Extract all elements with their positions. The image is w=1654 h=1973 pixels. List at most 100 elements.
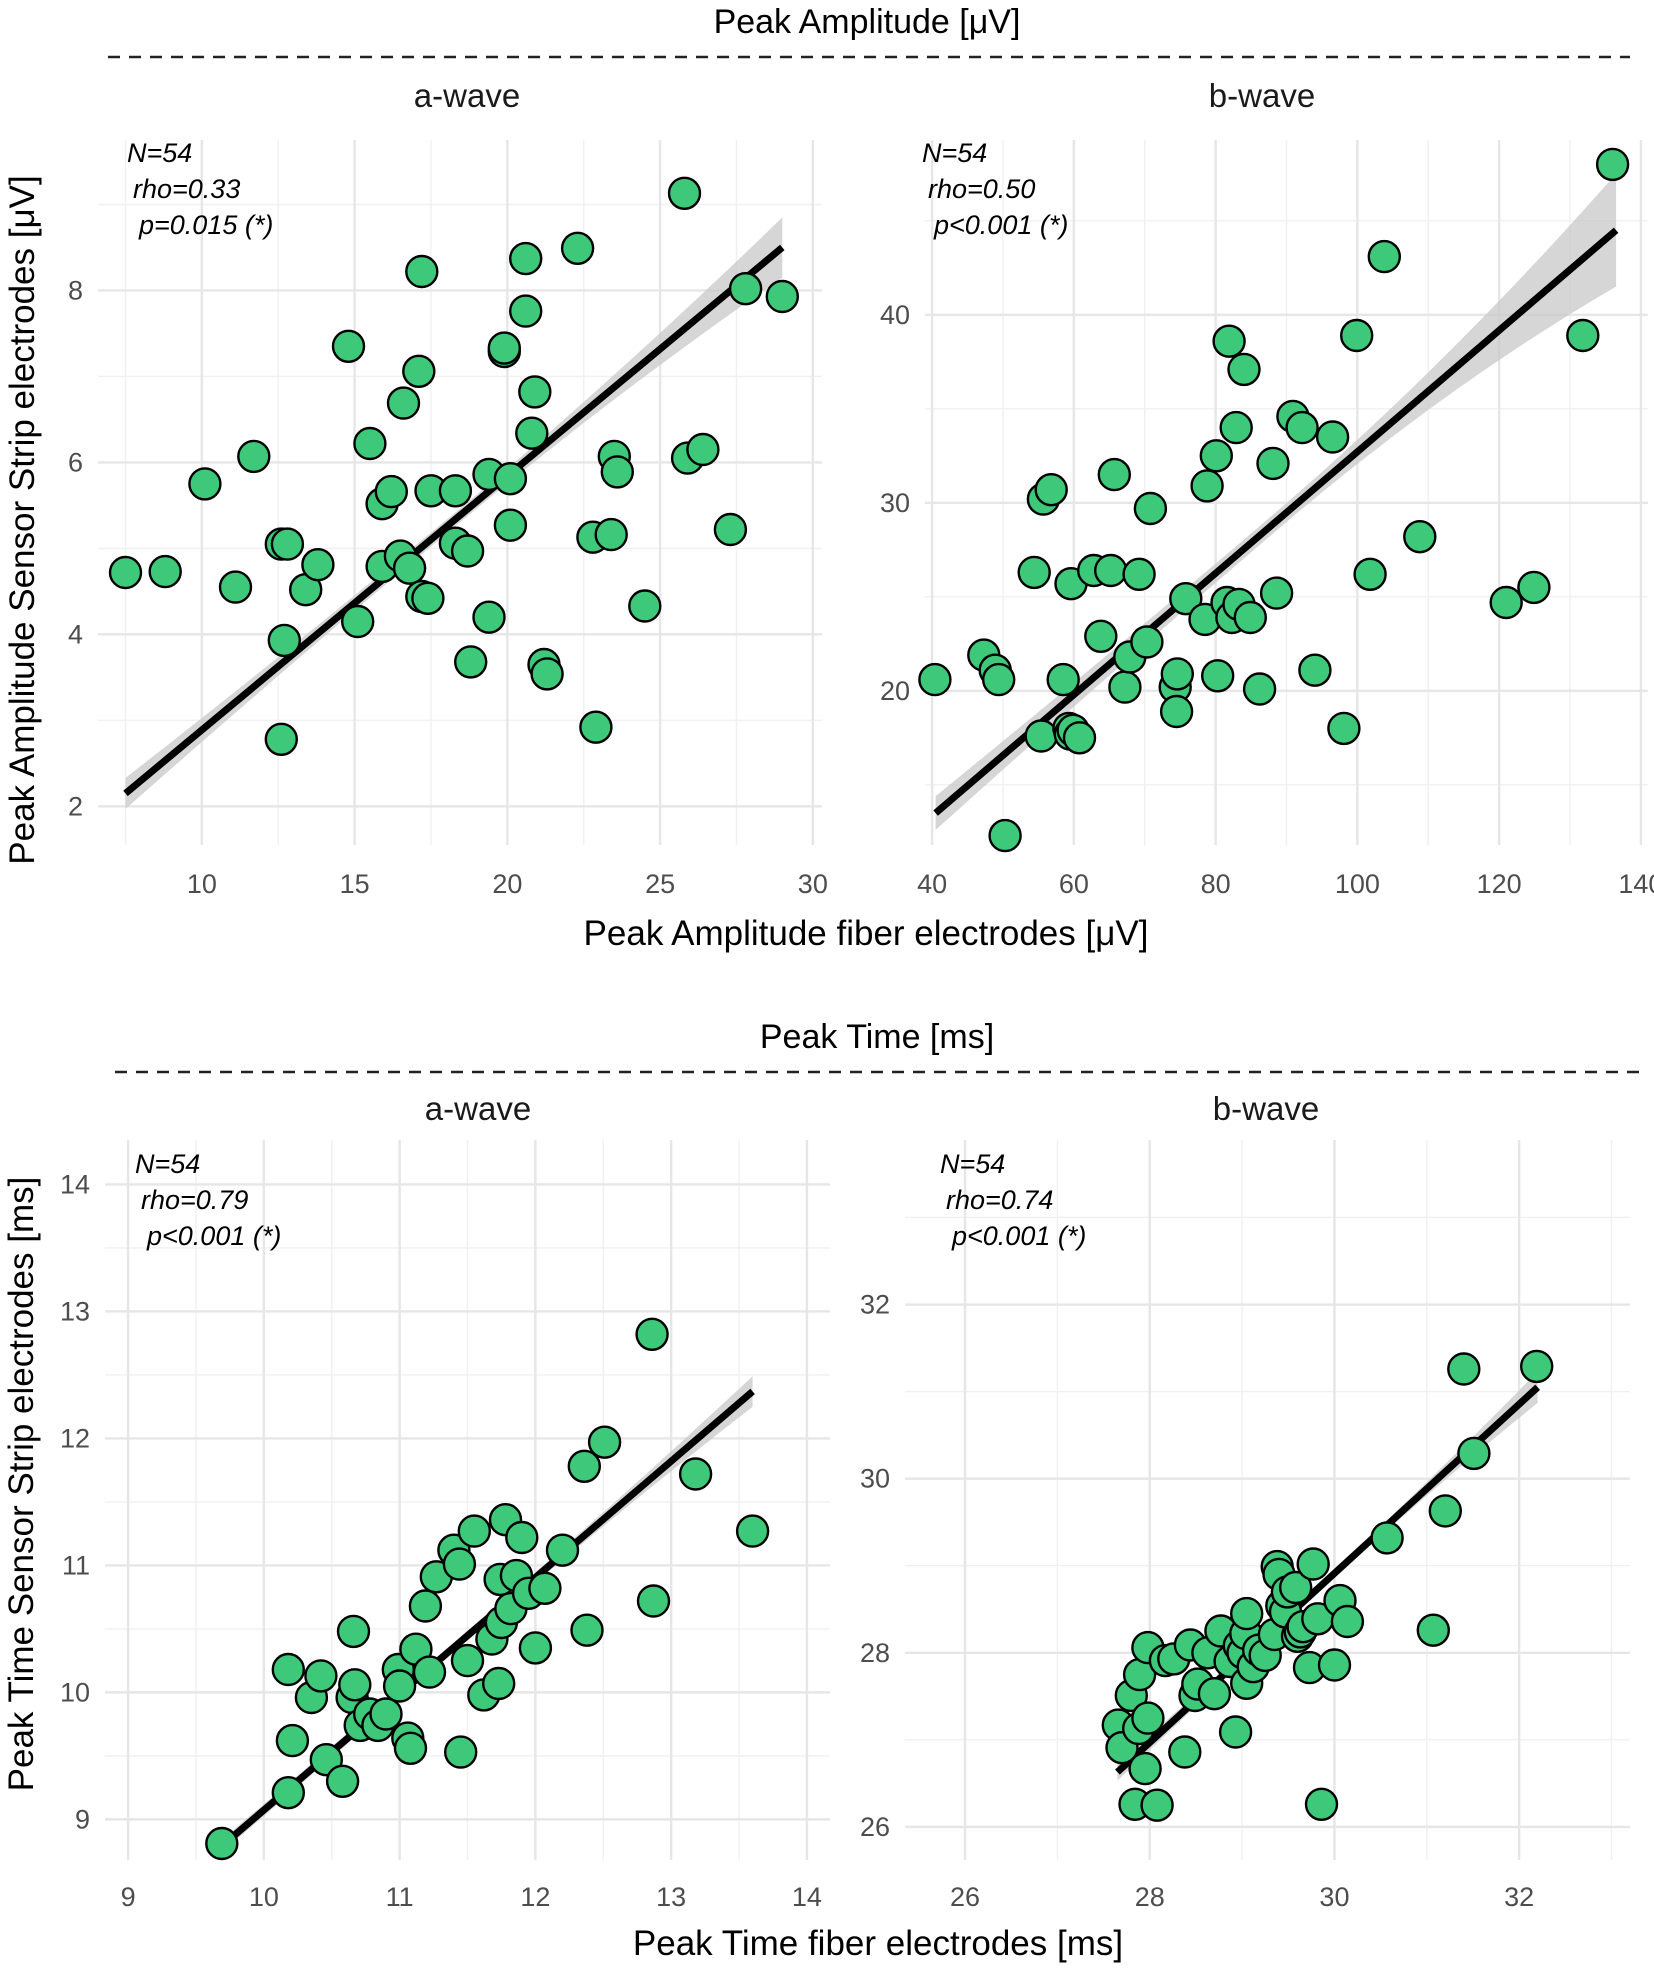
data-point [678, 1457, 713, 1491]
stat-label: rho=0.33 [133, 174, 240, 204]
data-point [1447, 1352, 1481, 1386]
y-tick-label: 30 [860, 1464, 890, 1494]
data-point [1219, 410, 1253, 445]
data-point [1256, 446, 1290, 481]
stat-label: N=54 [922, 138, 987, 168]
data-point [570, 1613, 604, 1647]
data-point [635, 1317, 669, 1352]
data-point [1242, 672, 1277, 706]
y-tick-label: 26 [860, 1812, 890, 1842]
panel-title: b-wave [1209, 77, 1315, 114]
x-tick-label: 40 [917, 869, 947, 899]
data-point [1108, 670, 1142, 704]
data-point [988, 818, 1022, 853]
stat-label: p=0.015 (*) [138, 210, 273, 240]
data-point [1159, 694, 1194, 729]
data-point [1130, 625, 1164, 659]
y-tick-label: 28 [860, 1638, 890, 1668]
data-point [304, 1659, 338, 1693]
data-point [108, 555, 143, 590]
y-tick-label: 30 [880, 488, 910, 518]
data-point [518, 375, 552, 409]
data-point [1197, 1676, 1232, 1711]
y-tick-label: 8 [68, 275, 83, 305]
x-tick-label: 10 [249, 1882, 279, 1912]
data-point [1229, 1596, 1264, 1631]
data-point [267, 623, 301, 658]
data-point [509, 241, 543, 276]
data-point [341, 604, 375, 639]
x-tick-label: 14 [792, 1882, 822, 1912]
data-point [450, 534, 485, 568]
x-tick-label: 13 [656, 1882, 686, 1912]
x-tick-label: 140 [1618, 869, 1654, 899]
data-point [1304, 1787, 1339, 1822]
panel-time-a-wave: 9 10 11 12 13 14 9 10 11 12 13 14 a-wave N=54 rho=0.79… [60, 1090, 830, 1912]
data-point [271, 1652, 305, 1687]
data-point [487, 331, 521, 365]
data-point [1024, 719, 1058, 753]
x-tick-label: 11 [386, 1882, 414, 1912]
panel-time-b-wave: 26 28 30 32 26 28 30 32 b-wave N=54 rho=0.74 p<0.00… [860, 1090, 1630, 1912]
data-point [1403, 520, 1437, 554]
x-tick-label: 9 [121, 1882, 136, 1912]
data-point [275, 1723, 310, 1758]
data-point [1128, 1751, 1162, 1786]
y-tick-label: 13 [60, 1296, 90, 1326]
data-point [405, 254, 439, 289]
data-point [374, 474, 408, 509]
data-point [393, 1731, 428, 1766]
data-point [528, 1571, 562, 1606]
data-point [628, 589, 662, 623]
data-point [1315, 420, 1350, 454]
data-point [1200, 659, 1235, 693]
data-point [1327, 711, 1361, 746]
stat-label: p<0.001 (*) [146, 1221, 281, 1251]
data-point [301, 548, 335, 582]
data-point [918, 662, 952, 697]
data-point [336, 1614, 371, 1649]
data-point [1062, 721, 1097, 755]
x-tick-label: 20 [492, 869, 522, 899]
x-tick-label: 30 [798, 869, 828, 899]
stat-label: rho=0.74 [946, 1185, 1053, 1215]
amp-x-axis-title: Peak Amplitude fiber electrodes [μV] [584, 914, 1149, 953]
data-point [412, 1655, 447, 1689]
stat-label: N=54 [127, 138, 192, 168]
data-point [1017, 555, 1051, 590]
panel-title: a-wave [414, 77, 520, 114]
stat-label: N=54 [135, 1149, 200, 1179]
data-point [438, 474, 473, 508]
data-point [408, 1589, 443, 1623]
data-point [1133, 491, 1168, 526]
data-point [444, 1735, 478, 1769]
data-point [353, 426, 387, 461]
data-point [1259, 576, 1294, 610]
data-point [1298, 653, 1332, 687]
panel-amplitude-a-wave: 10 15 20 25 30 2 4 6 8 a-wave N=54 rho=0.33 p=0.015 … [68, 77, 828, 899]
data-point [1140, 1788, 1174, 1822]
data-point [1457, 1436, 1491, 1471]
data-point [1428, 1494, 1463, 1528]
data-point [1122, 557, 1156, 591]
data-point [1212, 324, 1246, 358]
regression-line [123, 244, 785, 797]
data-point [509, 294, 543, 328]
y-tick-label: 6 [68, 447, 83, 477]
data-point [1199, 439, 1234, 473]
data-point [1278, 1570, 1313, 1605]
data-point [411, 581, 445, 615]
data-point [560, 231, 595, 266]
data-point [579, 710, 613, 744]
data-point [1169, 582, 1203, 616]
data-point [735, 1514, 770, 1548]
data-point [1233, 600, 1268, 635]
data-point [1370, 1521, 1404, 1555]
panel-title: a-wave [425, 1090, 531, 1127]
data-point [1046, 662, 1080, 697]
data-point [1285, 410, 1319, 445]
data-point [530, 657, 564, 691]
data-point [493, 508, 528, 542]
data-point [402, 354, 436, 388]
data-point [205, 1826, 239, 1861]
